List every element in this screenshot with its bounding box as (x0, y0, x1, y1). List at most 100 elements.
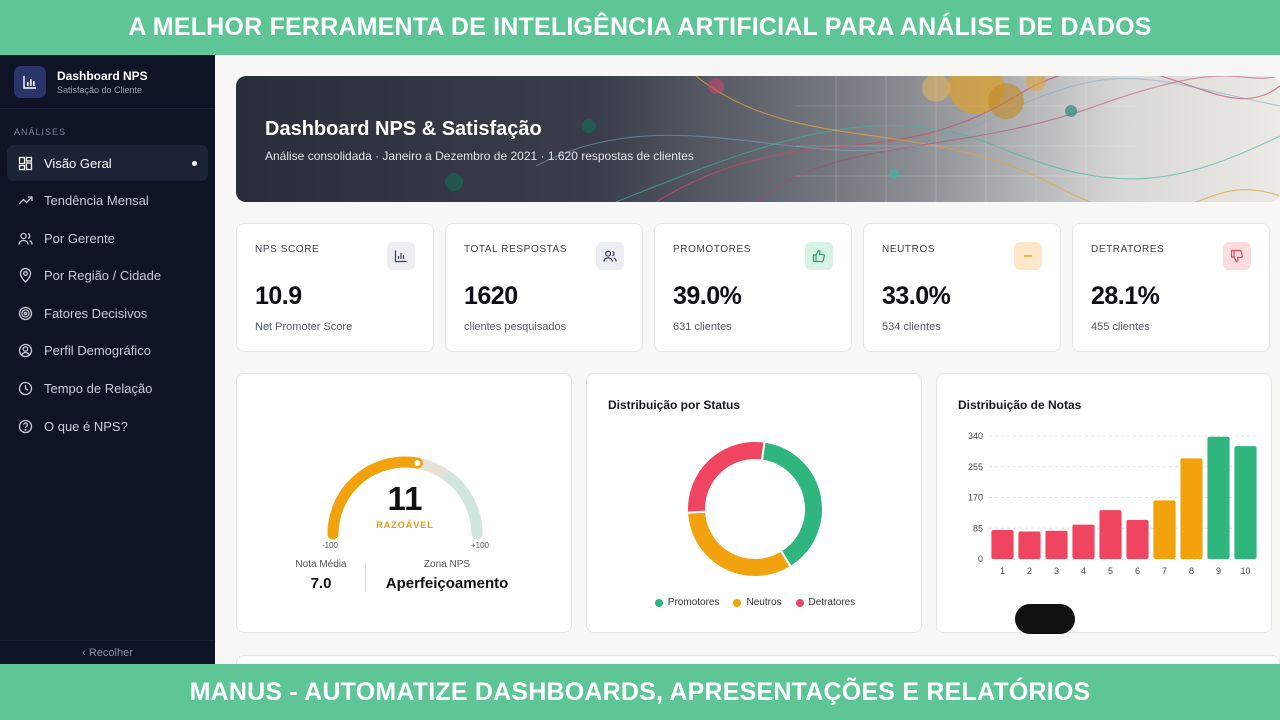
legend-dot (654, 598, 663, 607)
bar[interactable] (1207, 436, 1230, 559)
thumbs-down-icon (1223, 242, 1251, 270)
panel-title: Distribuição de Notas (958, 398, 1082, 412)
gauge-max-label: +100 (471, 541, 490, 550)
panel-title: Distribuição por Status (608, 398, 741, 412)
y-tick-label: 170 (968, 493, 983, 503)
status-distribution-panel: Distribuição por Status Promotores Neutro… (586, 373, 922, 633)
legend-label: Detratores (808, 597, 856, 608)
nps-zone: Zona NPS Aperfeiçoamento (377, 559, 517, 592)
bar-chart-icon (14, 65, 46, 98)
zone-label: Zona NPS (423, 559, 471, 570)
sidebar-item-regiao[interactable]: Por Região / Cidade (7, 258, 208, 294)
thumbs-up-icon (805, 242, 833, 270)
bar[interactable] (1126, 519, 1149, 559)
kpi-label: PROMOTORES (673, 244, 752, 255)
gauge-track-green (327, 456, 483, 540)
sidebar: Dashboard NPS Satisfação do Cliente ANÁL… (0, 55, 215, 664)
score-distribution-panel: Distribuição de Notas 0 85 170 255 340 1 2 3 4 5 6… (936, 373, 1272, 633)
sidebar-item-perfil[interactable]: Perfil Demográfico (7, 333, 208, 369)
kpi-card-neutros: NEUTROS 33.0% 534 clientes (863, 223, 1061, 352)
kpi-label: DETRATORES (1091, 244, 1165, 255)
kpi-sub: clientes pesquisados (464, 321, 567, 333)
top-banner: A MELHOR FERRAMENTA DE INTELIGÊNCIA ARTI… (0, 0, 1280, 55)
x-tick-label: 7 (1162, 566, 1167, 576)
y-tick-label: 0 (978, 554, 983, 564)
y-tick-label: 340 (968, 431, 983, 441)
chevron-left-icon: ‹ (82, 647, 86, 659)
divider (365, 562, 366, 592)
donut-slice-neutros[interactable] (686, 510, 793, 578)
status-donut-chart (686, 440, 824, 578)
gauge-value: 11 (388, 480, 423, 517)
bar[interactable] (1018, 531, 1041, 559)
minus-icon (1014, 242, 1042, 270)
legend-item: Neutros (733, 597, 782, 608)
gauge-label: RAZOÁVEL (376, 520, 434, 530)
sidebar-item-tempo[interactable]: Tempo de Relação (7, 371, 208, 407)
x-tick-label: 4 (1081, 566, 1086, 576)
help-icon (17, 418, 33, 434)
bar[interactable] (1153, 500, 1176, 559)
sidebar-nav: Visão Geral Tendência Mensal Por Gerente… (0, 145, 215, 444)
x-tick-label: 5 (1108, 566, 1113, 576)
next-section-card (236, 655, 1280, 664)
avg-label: Nota Média (295, 559, 347, 570)
x-tick-label: 9 (1216, 566, 1221, 576)
brand: Dashboard NPS Satisfação do Cliente (0, 55, 215, 109)
bottom-banner: MANUS - AUTOMATIZE DASHBOARDS, APRESENTA… (0, 664, 1280, 720)
kpi-label: NEUTROS (882, 244, 936, 255)
sidebar-item-label: Fatores Decisivos (44, 305, 148, 321)
y-tick-label: 85 (973, 523, 983, 533)
donut-slice-detratores[interactable] (686, 440, 766, 514)
grid-icon (17, 155, 33, 171)
page-title: Dashboard NPS & Satisfação (265, 118, 542, 140)
bar[interactable] (1099, 510, 1122, 559)
target-icon (17, 305, 33, 321)
bar[interactable] (991, 530, 1014, 559)
x-tick-label: 1 (1000, 566, 1005, 576)
x-tick-label: 2 (1027, 566, 1032, 576)
collapse-label: Recolher (88, 647, 133, 659)
sidebar-item-label: Por Região / Cidade (44, 268, 162, 284)
collapse-button[interactable]: ‹ Recolher (0, 640, 215, 664)
score-bar-chart: 0 85 170 255 340 1 2 3 4 5 6 7 8 9 10 (968, 431, 1259, 576)
brand-title: Dashboard NPS (57, 68, 148, 83)
bar[interactable] (1180, 458, 1203, 559)
avg-value: 7.0 (310, 575, 332, 592)
legend-dot (733, 598, 742, 607)
sidebar-item-o-que-e-nps[interactable]: O que é NPS? (7, 408, 208, 444)
bar[interactable] (1234, 446, 1257, 559)
sidebar-item-fatores[interactable]: Fatores Decisivos (7, 295, 208, 331)
zone-value: Aperfeiçoamento (385, 575, 509, 592)
sidebar-item-label: Tendência Mensal (44, 193, 149, 209)
sidebar-item-label: Por Gerente (44, 230, 115, 246)
nps-gauge: 11 RAZOÁVEL -100 +100 (322, 456, 490, 550)
legend-item: Detratores (795, 597, 856, 608)
kpi-card-nps: NPS SCORE 10.9 Net Promoter Score (236, 223, 434, 352)
chat-bubble-button[interactable] (1015, 604, 1075, 634)
clock-icon (17, 381, 33, 397)
bar[interactable] (1045, 530, 1068, 559)
trend-icon (17, 193, 33, 209)
gauge-marker (412, 458, 423, 469)
x-tick-label: 10 (1240, 566, 1250, 576)
x-tick-label: 6 (1135, 566, 1140, 576)
kpi-card-promotores: PROMOTORES 39.0% 631 clientes (654, 223, 852, 352)
bar-chart-icon (387, 242, 415, 270)
sidebar-item-label: Tempo de Relação (44, 381, 153, 397)
kpi-value: 39.0% (673, 282, 742, 310)
sidebar-item-tendencia[interactable]: Tendência Mensal (7, 183, 208, 219)
users-icon (17, 230, 33, 246)
kpi-label: TOTAL RESPOSTAS (464, 244, 568, 255)
bar[interactable] (1072, 524, 1095, 559)
sidebar-item-gerente[interactable]: Por Gerente (7, 220, 208, 256)
kpi-value: 28.1% (1091, 282, 1160, 310)
nps-gauge-panel: 11 RAZOÁVEL -100 +100 Nota Média 7.0 Zon… (236, 373, 572, 633)
kpi-value: 1620 (464, 282, 518, 310)
sidebar-item-visao-geral[interactable]: Visão Geral (7, 145, 208, 181)
map-pin-icon (17, 268, 33, 284)
kpi-label: NPS SCORE (255, 244, 320, 255)
donut-slice-promotores[interactable] (760, 440, 824, 569)
legend-item: Promotores (654, 597, 719, 608)
main-content: Dashboard NPS & Satisfação Análise conso… (215, 55, 1280, 664)
